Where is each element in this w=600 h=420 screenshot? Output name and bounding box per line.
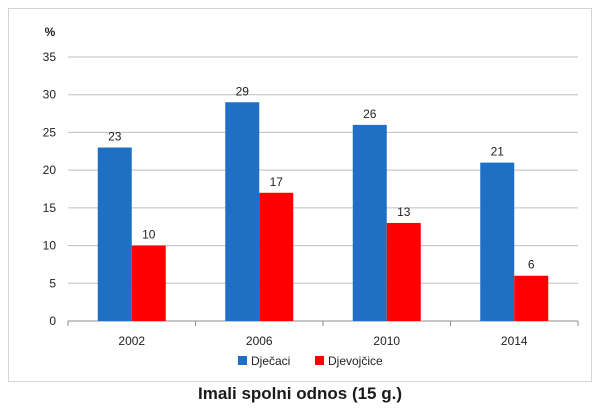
y-tick-label: 35 [43,50,57,64]
bar-djevojcice [259,192,294,321]
y-axis-unit-label: % [45,25,56,39]
x-tick-label: 2006 [246,334,273,348]
data-label: 26 [363,107,377,121]
bar-djecaci [352,124,387,321]
legend-label: Djevojčice [328,354,383,368]
y-axis-ticks: 0 5 10 15 20 25 30 35 [43,50,57,328]
data-labels: 23 10 29 17 26 13 21 6 [108,84,535,271]
chart-title: Imali spolni odnos (15 g.) [197,384,403,403]
bar-djevojcice [514,275,549,321]
legend: Dječaci Djevojčice [238,354,383,368]
bar-djecaci [480,162,515,321]
legend-swatch [315,356,324,365]
data-label: 23 [108,130,122,144]
data-label: 10 [142,228,156,242]
bar-djecaci [97,147,132,321]
y-tick-label: 0 [49,314,56,328]
data-label: 21 [491,145,505,159]
bar-djevojcice [131,245,166,321]
x-tick-label: 2010 [373,334,400,348]
y-tick-label: 15 [43,201,57,215]
y-tick-label: 5 [49,276,56,290]
data-label: 13 [397,205,411,219]
bar-djecaci [225,102,260,321]
bar-djevojcice [386,222,421,321]
data-label: 29 [236,84,250,98]
x-tick-label: 2014 [501,334,528,348]
y-tick-label: 20 [43,163,57,177]
x-axis-ticks: 2002 2006 2010 2014 [118,334,528,348]
data-label: 17 [270,175,284,189]
bars [97,102,549,321]
legend-label: Dječaci [251,354,290,368]
y-tick-label: 30 [43,88,57,102]
data-label: 6 [528,258,535,272]
y-tick-label: 10 [43,239,57,253]
legend-swatch [238,356,247,365]
x-tick-label: 2002 [118,334,145,348]
y-tick-label: 25 [43,125,57,139]
